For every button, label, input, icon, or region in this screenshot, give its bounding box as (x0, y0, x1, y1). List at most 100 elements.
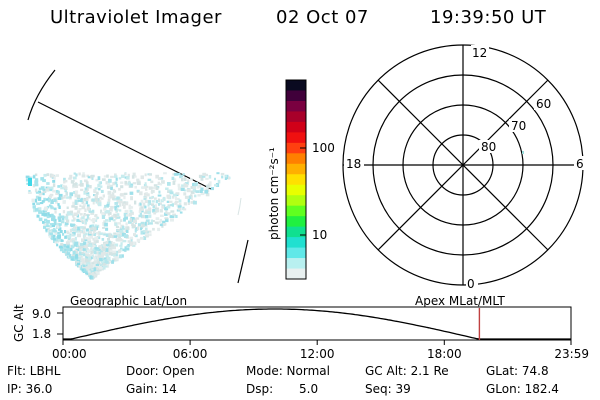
uv-image-pixel (80, 230, 82, 234)
uv-image-pixel (55, 192, 59, 195)
uv-image-pixel (34, 198, 38, 203)
uv-image-pixel (39, 195, 42, 198)
uv-image-pixel (85, 259, 90, 264)
uv-image-pixel (99, 196, 102, 199)
uv-image-pixel (100, 209, 103, 214)
uv-image-pixel (36, 202, 41, 205)
uv-image-pixel (53, 198, 57, 202)
altitude-x-tick-label: 18:00 (427, 347, 462, 361)
uv-image-pixel (92, 245, 96, 248)
uv-image-pixel (114, 173, 117, 176)
uv-image-pixel (111, 246, 114, 250)
uv-image-pixel (139, 202, 142, 206)
altitude-y-tick-1.8: 1.8 (32, 327, 51, 341)
uv-image-pixel (62, 250, 66, 253)
uv-image-pixel (190, 194, 193, 197)
uv-image-pixel (111, 260, 114, 264)
uv-image-pixel (115, 216, 118, 220)
uv-image-pixel (113, 254, 116, 258)
uv-image-pixel (116, 216, 121, 219)
uv-image-pixel (100, 189, 104, 193)
uv-image-pixel (124, 246, 127, 250)
uv-image-pixel (187, 201, 190, 205)
uv-image-pixel (117, 222, 121, 225)
uv-image-pixel (43, 197, 46, 202)
uv-image-pixel (161, 205, 165, 209)
uv-image-pixel (166, 195, 171, 199)
polar-plot-labels: 12 18 6 0 80 70 60 (344, 45, 584, 291)
uv-image-pixel (80, 198, 83, 203)
uv-image-pixel (108, 232, 112, 236)
uv-image-pixel (155, 209, 160, 213)
colorbar-cell (286, 153, 306, 165)
uv-image-pixel (91, 262, 95, 265)
uv-image-pixel (71, 205, 75, 208)
colorbar-cell (286, 132, 306, 144)
uv-image-pixel (49, 188, 53, 192)
uv-image-pixel (43, 212, 47, 217)
uv-image-pixel (148, 200, 152, 203)
uv-image-pixel (106, 203, 110, 207)
uv-image-pixel (45, 188, 50, 191)
uv-image-pixel (94, 214, 98, 217)
uv-image-pixel (152, 200, 155, 203)
uv-image-pixel (77, 233, 81, 238)
uv-image-pixel (92, 230, 95, 234)
uv-image-pixel (128, 205, 132, 209)
uv-image-pixel (109, 208, 113, 212)
uv-image-pixel (49, 205, 53, 208)
uv-image-pixel (93, 250, 97, 255)
uv-image-pixel (55, 174, 59, 177)
uv-image-pixel (85, 187, 89, 191)
uv-image-pixel (147, 230, 152, 233)
image-limb-arc-top (27, 69, 56, 121)
uv-image-pixel (108, 241, 111, 244)
uv-image-pixel (146, 221, 150, 225)
uv-image-pixel (103, 245, 107, 248)
uv-image-pixel (57, 234, 61, 239)
uv-image-pixel (68, 213, 73, 216)
uv-image-pixel (192, 186, 197, 189)
uv-image-pixel (152, 220, 155, 222)
uv-image-pixel (87, 270, 91, 273)
uv-image-pixel (172, 213, 176, 217)
uv-image-pixel (62, 210, 66, 214)
uv-image-pixel (101, 259, 104, 264)
uv-image-pixel (82, 247, 86, 251)
uv-image-pixel (58, 205, 61, 209)
uv-image-pixel (125, 222, 128, 226)
uv-image-pixel (46, 215, 50, 219)
uv-image-pixel (58, 232, 61, 235)
instrument-title: Ultraviolet Imager (50, 7, 222, 28)
uv-image-pixel (128, 212, 132, 217)
uv-image-pixel (72, 214, 75, 218)
uv-image-pixel (77, 194, 81, 199)
uv-image-pixel (39, 202, 44, 205)
uv-image-pixel (52, 215, 56, 220)
uv-image-pixel (132, 182, 137, 185)
uv-image-pixel (45, 220, 50, 224)
uv-image-pixel (181, 184, 185, 188)
uv-image-pixel (107, 198, 111, 202)
uv-image-pixel (162, 196, 166, 201)
dsp-info-label: Dsp: (246, 382, 274, 396)
uv-image-pixel (210, 187, 214, 191)
uv-image-pixel (66, 252, 71, 256)
uv-image-pixel (90, 175, 93, 179)
uv-image-pixel (140, 221, 145, 225)
uv-image-pixel (177, 208, 182, 211)
uv-image-pixel (84, 179, 87, 182)
uv-image-pixel (120, 247, 123, 250)
uv-image-pixel (97, 259, 100, 263)
uv-image-pixel (72, 217, 76, 221)
uv-image-pixel (73, 172, 76, 175)
uv-image-pixel (124, 173, 127, 176)
uv-image-pixel (109, 247, 113, 250)
uv-image-pixel (116, 257, 119, 261)
uv-image-pixel (74, 190, 79, 194)
uv-image-pixel (167, 190, 170, 193)
uv-image-pixel (112, 242, 116, 245)
uv-image-pixel (111, 235, 115, 239)
uv-image-pixel (178, 199, 182, 203)
colorbar-cell (286, 216, 306, 228)
